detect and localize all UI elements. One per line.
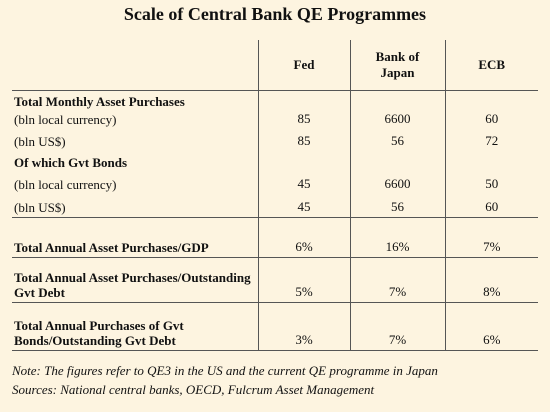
cell: 56 [349,129,445,151]
cell: 6% [257,217,350,258]
blank-cell [257,90,350,111]
cell: 72 [444,129,538,151]
table-row: Total Monthly Asset Purchases [12,90,538,111]
notes: Note: The figures refer to QE3 in the US… [12,361,438,399]
cell: 3% [257,302,350,351]
blank-cell [444,151,538,172]
blank-cell [349,151,445,172]
header-row: Fed Bank of Japan ECB [12,40,538,91]
table-row: Total Annual Purchases of Gvt Bonds/Outs… [12,302,538,351]
row-label: Total Monthly Asset Purchases [14,94,185,109]
row-label: (bln local currency) [14,177,117,192]
cell: 50 [444,172,538,194]
cell: 6600 [349,172,445,194]
cell: 85 [257,129,350,151]
cell: 7% [444,217,538,258]
cell: 5% [257,257,350,303]
title: Scale of Central Bank QE Programmes [123,4,427,24]
cell: 45 [257,194,350,218]
table-row: (bln US$) 45 56 60 [12,194,538,218]
row-label: (bln US$) [14,134,66,149]
column-header: Bank of Japan [349,40,445,91]
cell: 60 [444,111,538,129]
cell: 45 [257,172,350,194]
table-row: (bln local currency) 85 6600 60 [12,111,538,129]
row-label: Total Annual Purchases of Gvt Bonds/Outs… [12,302,258,351]
corner [12,40,258,91]
cell: 16% [349,217,445,258]
table-row: (bln local currency) 45 6600 50 [12,172,538,194]
cell: 85 [257,111,350,129]
note: Note: The figures refer to QE3 in the US… [12,363,438,378]
blank-cell [257,151,350,172]
blank-cell [349,90,445,111]
cell: 7% [349,302,445,351]
column-header: Fed [257,40,350,91]
table: Fed Bank of Japan ECB Total Monthly Asset … [12,40,538,351]
cell: 7% [349,257,445,303]
row-label: (bln local currency) [14,112,117,127]
cell: 8% [444,257,538,303]
column-header: ECB [444,40,538,91]
table-row: Total Annual Asset Purchases/GDP 6% 16% 7% [12,217,538,258]
table-row: Total Annual Asset Purchases/Outstanding… [12,257,538,303]
row-label: Of which Gvt Bonds [14,155,128,170]
row-label: (bln US$) [12,194,258,218]
table-row: Of which Gvt Bonds [12,151,538,172]
note: Sources: National central banks, OECD, F… [12,382,375,397]
blank-cell [444,90,538,111]
row-label: Total Annual Asset Purchases/GDP [12,217,258,258]
table-row: (bln US$) 85 56 72 [12,129,538,151]
row-label: Total Annual Asset Purchases/Outstanding… [12,257,258,303]
cell: 60 [444,194,538,218]
cell: 56 [349,194,445,218]
cell: 6600 [349,111,445,129]
cell: 6% [444,302,538,351]
